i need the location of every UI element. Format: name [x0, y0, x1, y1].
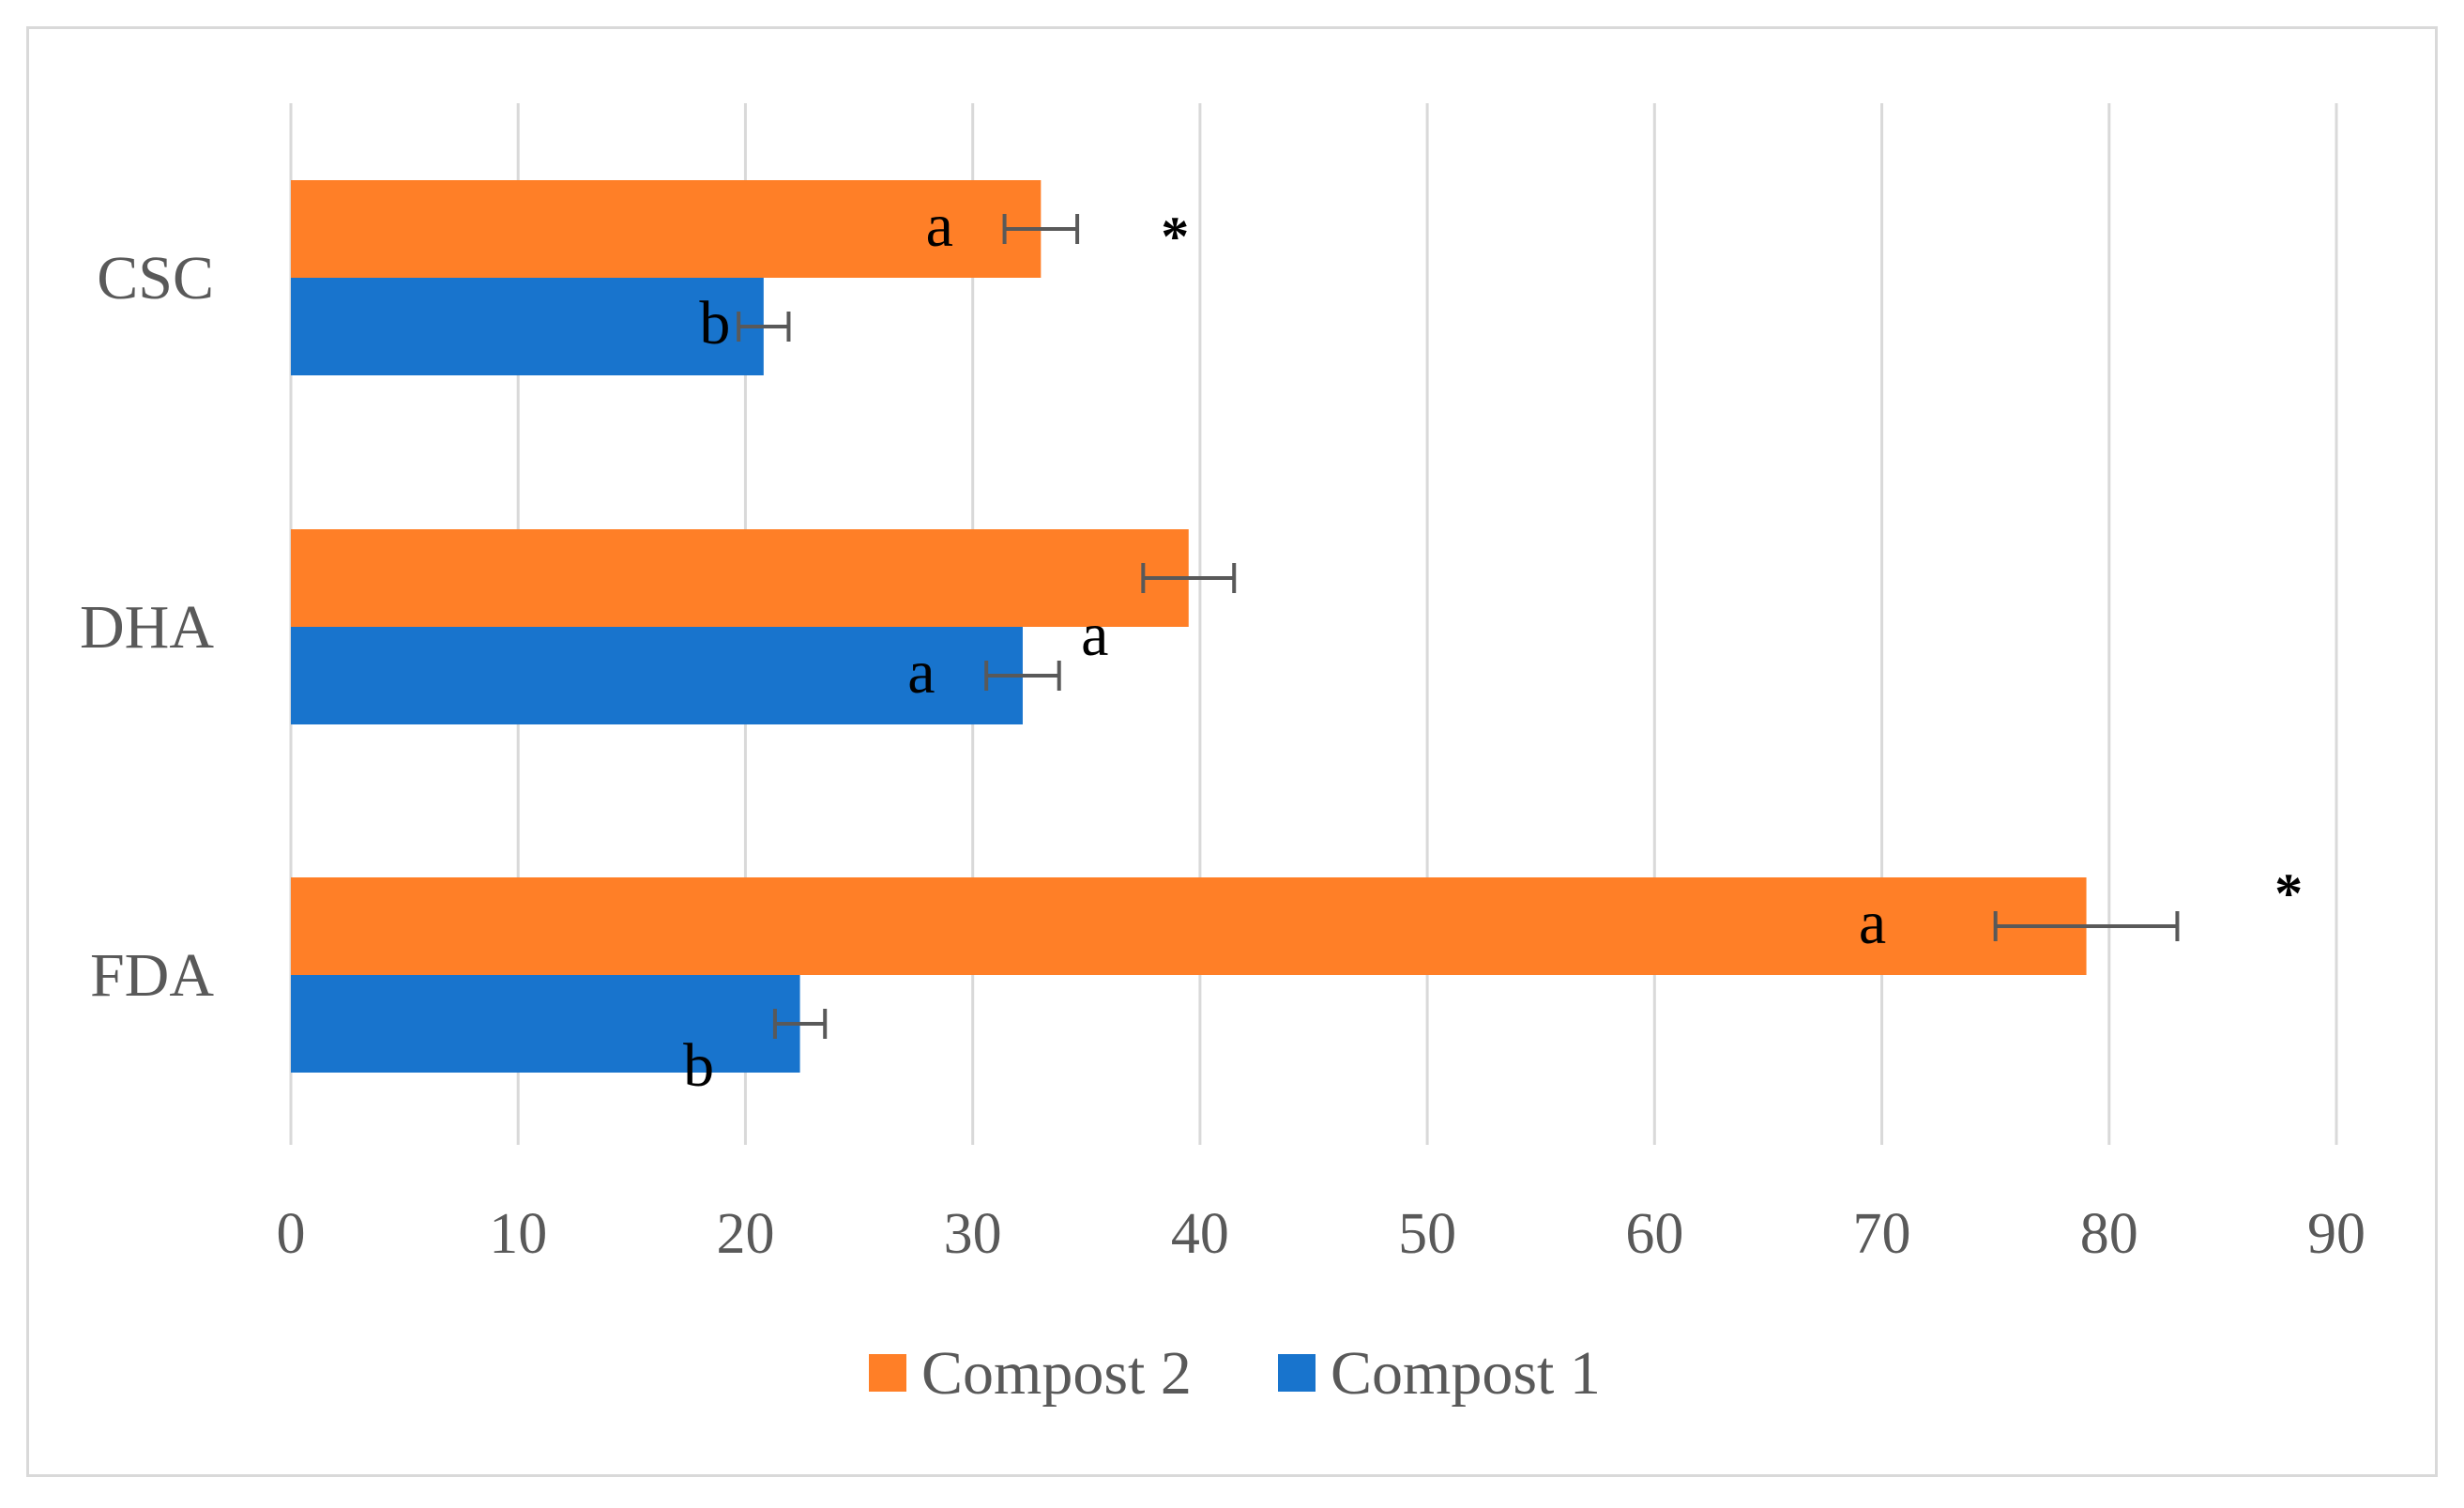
error-bar-compost-2-fda: [1993, 911, 2180, 941]
bar-compost-1-fda: [291, 975, 800, 1073]
bar-compost-2-fda: [291, 877, 2087, 975]
significance-star-csc: *: [1161, 206, 1189, 267]
category-label-fda: FDA: [90, 941, 214, 1010]
x-axis-ticks: 0 10 20 30 40 50 60 70 80 90: [277, 1202, 2366, 1266]
x-tick-label-0: 0: [277, 1202, 306, 1266]
legend-item-compost-2: Compost 2: [869, 1339, 1192, 1408]
letter-label-compost-1-dha: a: [907, 638, 935, 707]
error-bar-compost-1-csc: [737, 312, 791, 342]
bar-compost-1-dha: [291, 627, 1023, 724]
letter-label-compost-2-fda: a: [1859, 889, 1886, 957]
x-tick-label-30: 30: [944, 1202, 1002, 1266]
bars: [291, 180, 2087, 1073]
legend-label-compost-1: Compost 1: [1331, 1339, 1601, 1408]
x-tick-label-50: 50: [1398, 1202, 1456, 1266]
labels: CSC DHA FDA a a a b a b * *: [80, 191, 2303, 1100]
letter-label-compost-2-dha: a: [1081, 601, 1108, 669]
x-tick-label-40: 40: [1171, 1202, 1229, 1266]
legend-swatch-compost-2: [869, 1354, 906, 1392]
error-bars: [737, 214, 2180, 1039]
bar-compost-2-csc: [291, 180, 1042, 278]
bar-compost-1-csc: [291, 278, 764, 375]
error-bar-compost-2-dha: [1141, 563, 1237, 593]
x-tick-label-70: 70: [1853, 1202, 1911, 1266]
x-tick-label-90: 90: [2307, 1202, 2365, 1266]
x-tick-label-10: 10: [489, 1202, 547, 1266]
category-label-dha: DHA: [80, 593, 214, 662]
letter-label-compost-1-fda: b: [683, 1031, 714, 1100]
legend-swatch-compost-1: [1278, 1354, 1316, 1392]
error-bar-compost-2-csc: [1002, 214, 1080, 244]
letter-label-compost-1-csc: b: [699, 289, 730, 358]
legend-label-compost-2: Compost 2: [921, 1339, 1192, 1408]
legend: Compost 2 Compost 1: [869, 1339, 1601, 1408]
significance-star-fda: *: [2274, 862, 2303, 924]
category-label-csc: CSC: [97, 244, 214, 312]
letter-label-compost-2-csc: a: [926, 191, 953, 260]
bar-compost-2-dha: [291, 529, 1189, 627]
error-bar-compost-1-dha: [984, 661, 1061, 691]
x-tick-label-20: 20: [716, 1202, 774, 1266]
x-tick-label-60: 60: [1625, 1202, 1683, 1266]
error-bar-compost-1-fda: [772, 1009, 828, 1039]
legend-item-compost-1: Compost 1: [1278, 1339, 1601, 1408]
x-tick-label-80: 80: [2080, 1202, 2138, 1266]
